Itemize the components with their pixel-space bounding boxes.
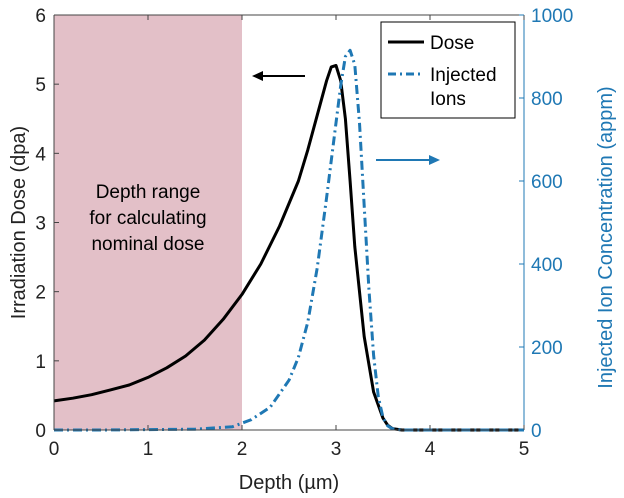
x-axis-label: Depth (µm) <box>239 472 339 494</box>
legend: Dose Injected Ions <box>380 21 516 119</box>
x-tick-label: 5 <box>519 439 530 460</box>
x-tick-label: 0 <box>49 439 60 460</box>
shaded-region-label: Depth range for calculating nominal dose <box>89 182 206 255</box>
y2-tick-label: 0 <box>531 421 542 442</box>
y2-tick-label: 600 <box>531 172 563 193</box>
legend-label-ions-line: Injected <box>430 65 497 86</box>
y-tick-label: 6 <box>35 6 46 27</box>
y-tick-label: 5 <box>35 75 46 96</box>
legend-label-dose: Dose <box>430 33 474 54</box>
y-axis-label: Irradiation Dose (dpa) <box>8 126 30 319</box>
y2-tick-label: 1000 <box>531 6 573 27</box>
shaded-region-label-line: for calculating <box>89 208 206 229</box>
ions-axis-arrow <box>376 155 440 165</box>
y2-axis-label: Injected Ion Concentration (appm) <box>595 86 617 388</box>
y-tick-label: 2 <box>35 283 46 304</box>
y2-tick-label: 800 <box>531 89 563 110</box>
series-layer <box>53 48 524 432</box>
legend-label-ions: Injected Ions <box>430 65 497 110</box>
x-tick-label: 4 <box>425 439 436 460</box>
shaded-region-label-line: nominal dose <box>91 234 204 255</box>
shaded-region-layer <box>54 15 242 430</box>
series-dose-line <box>53 64 524 432</box>
shaded-region-label-line: Depth range <box>96 182 201 203</box>
shaded-region <box>54 15 242 430</box>
y2-tick-label: 400 <box>531 255 563 276</box>
x-tick-label: 2 <box>237 439 248 460</box>
x-tick-label: 3 <box>331 439 342 460</box>
y2-tick-label: 200 <box>531 338 563 359</box>
y-tick-label: 1 <box>35 352 46 373</box>
dose-axis-arrow <box>252 71 305 81</box>
legend-label-ions-line: Ions <box>430 89 466 110</box>
x-tick-label: 1 <box>143 439 154 460</box>
y-tick-label: 0 <box>35 421 46 442</box>
legend-box <box>380 21 516 119</box>
y-tick-label: 3 <box>35 214 46 235</box>
y-tick-label: 4 <box>35 144 46 165</box>
